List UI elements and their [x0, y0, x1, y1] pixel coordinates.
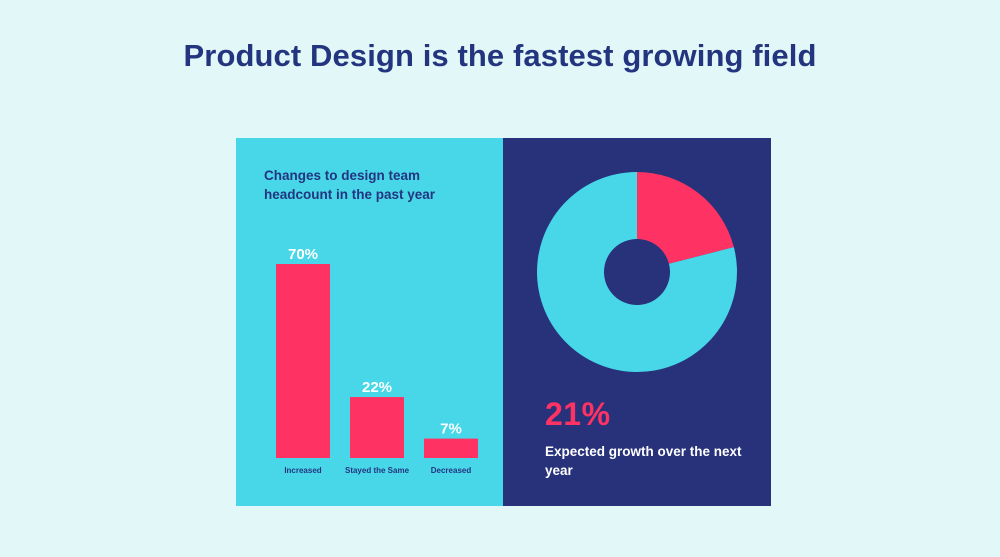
bar-value-label: 70% [288, 246, 318, 263]
bar-chart-title: Changes to design team headcount in the … [264, 168, 436, 202]
bar-category-label: Stayed the Same [345, 466, 410, 475]
bar-category-label: Decreased [431, 466, 472, 475]
growth-caption: Expected growth over the next year [545, 444, 742, 478]
bar-chart-panel: Changes to design team headcount in the … [236, 138, 503, 506]
page-title: Product Design is the fastest growing fi… [183, 38, 817, 73]
bar-value-label: 7% [440, 421, 462, 438]
donut-chart [537, 172, 737, 372]
bar-chart: 70% Increased 22% Stayed the Same 7% Decrease… [276, 246, 478, 475]
donut-chart-panel: 21% Expected growth over the next year [503, 138, 771, 506]
bar-stayed-the-same [350, 397, 404, 458]
donut-slice-growth [637, 172, 734, 264]
bar-value-label: 22% [362, 379, 392, 396]
bar-category-label: Increased [284, 466, 321, 475]
bar-increased [276, 264, 330, 458]
infographic-card: Changes to design team headcount in the … [236, 138, 771, 506]
donut-slice-rest [537, 172, 737, 372]
growth-stat: 21% [545, 396, 611, 432]
bar-decreased [424, 438, 478, 458]
